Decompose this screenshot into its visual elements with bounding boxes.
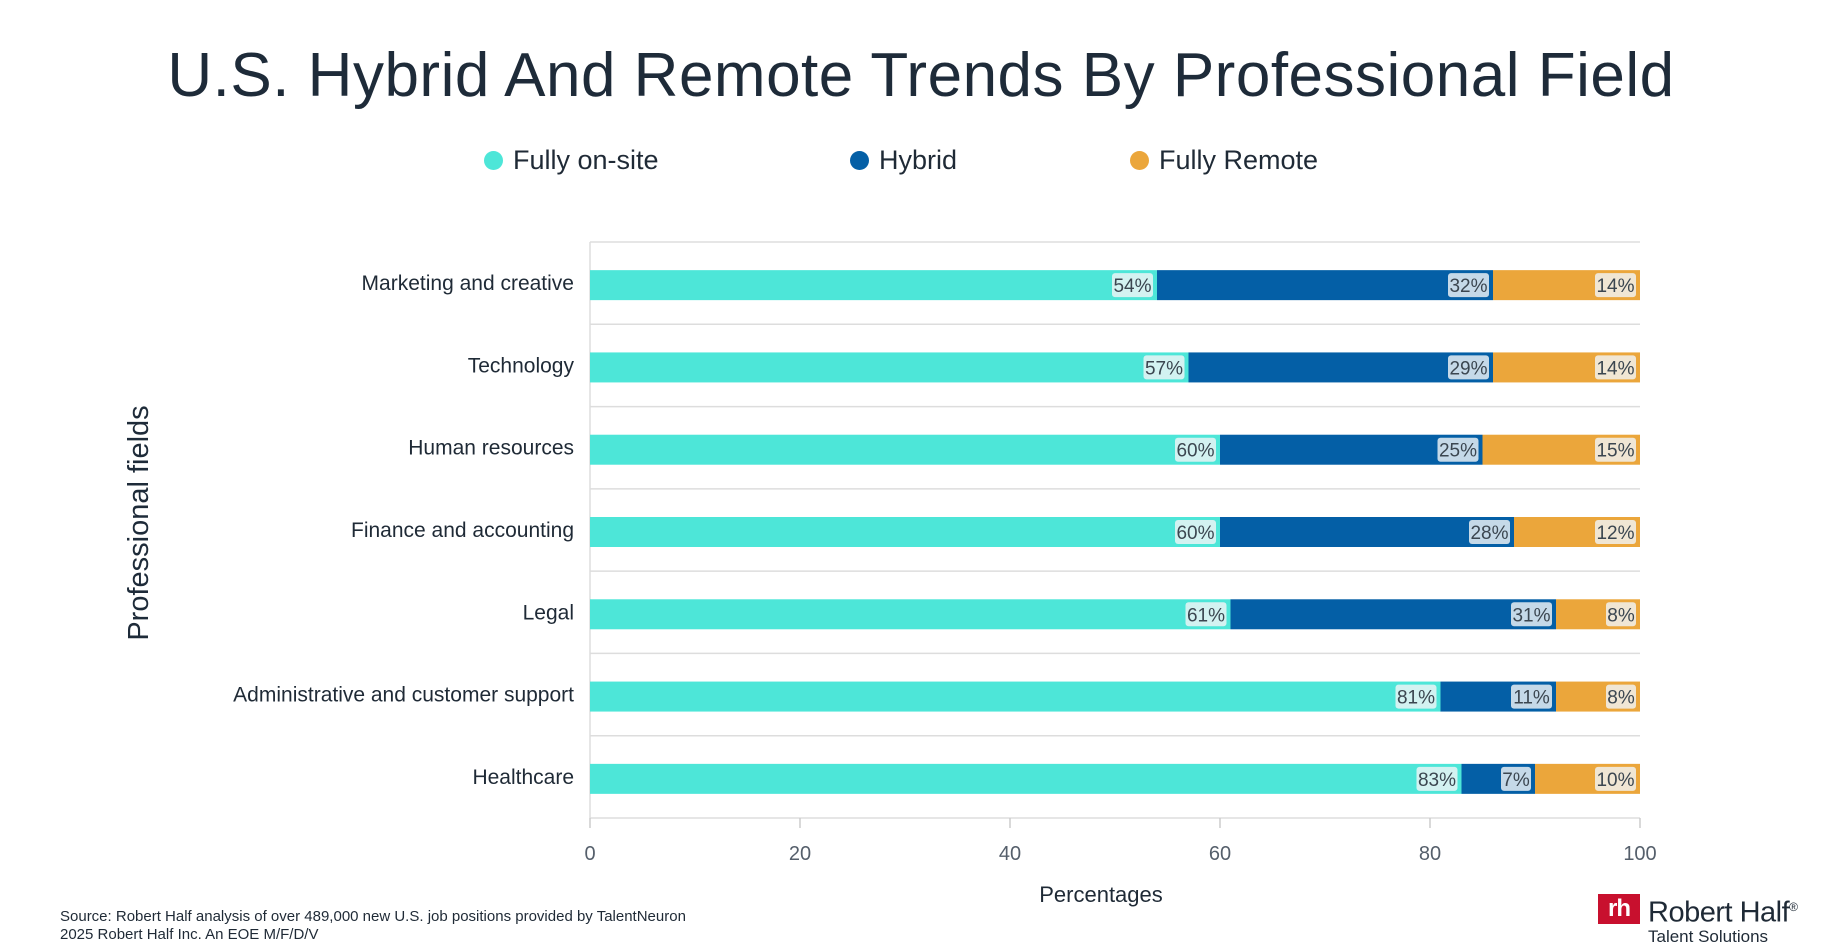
logo-name: Robert Half [1648, 896, 1790, 929]
x-tick-label: 80 [1419, 843, 1441, 865]
x-axis-title: Percentages [1039, 882, 1163, 907]
source-note: Source: Robert Half analysis of over 489… [60, 908, 686, 925]
logo-name-row: Robert Half® [1648, 892, 1798, 928]
data-label-bg [1185, 602, 1227, 627]
category-label: Administrative and customer support [233, 684, 574, 707]
logo-text: Robert Half® Talent Solutions [1648, 892, 1798, 946]
data-label: 7% [1502, 770, 1530, 791]
data-label-bg [1606, 684, 1636, 709]
bar-segment [1230, 599, 1556, 630]
bar-segment [590, 763, 1462, 794]
data-label: 29% [1449, 358, 1487, 379]
data-label: 57% [1145, 358, 1183, 379]
data-label: 11% [1513, 688, 1550, 709]
data-label: 54% [1113, 276, 1151, 297]
data-label: 31% [1512, 605, 1550, 626]
y-axis-title: Professional fields [123, 405, 155, 640]
data-label-bg [1595, 520, 1636, 544]
legend-item-hybrid: Hybrid [850, 145, 957, 176]
logo-tagline: Talent Solutions [1648, 926, 1769, 946]
category-label: Marketing and creative [362, 272, 574, 295]
x-tick-label: 20 [789, 843, 811, 865]
legend-item-fully-remote: Fully Remote [1130, 145, 1318, 176]
data-label-bg [1448, 355, 1489, 380]
data-label-bg [1448, 273, 1489, 298]
category-label: Technology [468, 354, 575, 377]
robert-half-logo: rh Robert Half® Talent Solutions [1598, 892, 1798, 946]
x-tick-label: 60 [1209, 843, 1231, 865]
data-label-bg [1501, 766, 1531, 791]
logo-registered: ® [1789, 900, 1798, 914]
data-label: 60% [1176, 523, 1214, 544]
data-label: 60% [1176, 441, 1214, 462]
bar-segment [590, 681, 1441, 712]
data-label-bg [1395, 684, 1437, 709]
data-label: 10% [1596, 770, 1634, 791]
legend-swatch-fully-remote [1130, 151, 1149, 170]
legend: Fully on-site Hybrid Fully Remote [0, 145, 1842, 185]
data-label: 81% [1397, 688, 1435, 709]
data-label-bg [1437, 437, 1479, 462]
data-label-bg [1143, 355, 1185, 380]
data-label-bg [1175, 520, 1216, 544]
data-label-bg [1595, 437, 1636, 462]
x-tick-label: 100 [1623, 843, 1656, 865]
category-label: Healthcare [472, 766, 574, 789]
x-tick-label: 40 [999, 843, 1021, 865]
bar-segment [590, 270, 1157, 301]
legend-swatch-fully-on-site [484, 151, 503, 170]
legend-label-fully-remote: Fully Remote [1159, 145, 1319, 175]
data-label-bg [1469, 520, 1510, 544]
data-label: 8% [1607, 605, 1635, 626]
data-label-bg [1416, 766, 1458, 791]
data-label-bg [1112, 273, 1153, 298]
legend-swatch-hybrid [850, 151, 869, 170]
legend-item-fully-on-site: Fully on-site [484, 145, 659, 176]
bar-segment [1188, 352, 1493, 383]
category-label: Human resources [408, 437, 574, 460]
legend-label-fully-on-site: Fully on-site [513, 145, 659, 175]
data-label: 32% [1449, 276, 1487, 297]
legend-label-hybrid: Hybrid [879, 145, 958, 175]
data-label: 83% [1418, 770, 1456, 791]
data-label: 12% [1596, 523, 1634, 544]
bar-segment [590, 352, 1189, 383]
data-label: 14% [1596, 358, 1634, 379]
data-label: 15% [1596, 441, 1634, 462]
data-label-bg [1595, 273, 1636, 298]
bar-segment [590, 599, 1231, 630]
data-label: 25% [1439, 441, 1477, 462]
data-label-bg [1606, 602, 1636, 627]
bar-segment [590, 517, 1220, 547]
data-label: 61% [1187, 605, 1225, 626]
data-label-bg [1511, 684, 1552, 709]
data-label: 14% [1596, 276, 1634, 297]
data-label-bg [1595, 766, 1636, 791]
category-label: Legal [523, 601, 574, 624]
bar-segment [1157, 270, 1493, 301]
data-label-bg [1511, 602, 1552, 627]
data-label: 28% [1470, 523, 1508, 544]
data-label-bg [1595, 355, 1636, 380]
x-tick-label: 0 [584, 843, 595, 865]
footer-note: Source: Robert Half analysis of over 489… [60, 908, 686, 944]
data-label-bg [1175, 437, 1216, 462]
bar-segment [1220, 517, 1514, 547]
logo-mark: rh [1598, 894, 1640, 924]
category-label: Finance and accounting [351, 519, 574, 542]
copyright-note: 2025 Robert Half Inc. An EOE M/F/D/V [60, 926, 319, 943]
bar-segment [590, 434, 1220, 465]
chart-title: U.S. Hybrid And Remote Trends By Profess… [167, 41, 1675, 110]
data-label: 8% [1607, 688, 1635, 709]
